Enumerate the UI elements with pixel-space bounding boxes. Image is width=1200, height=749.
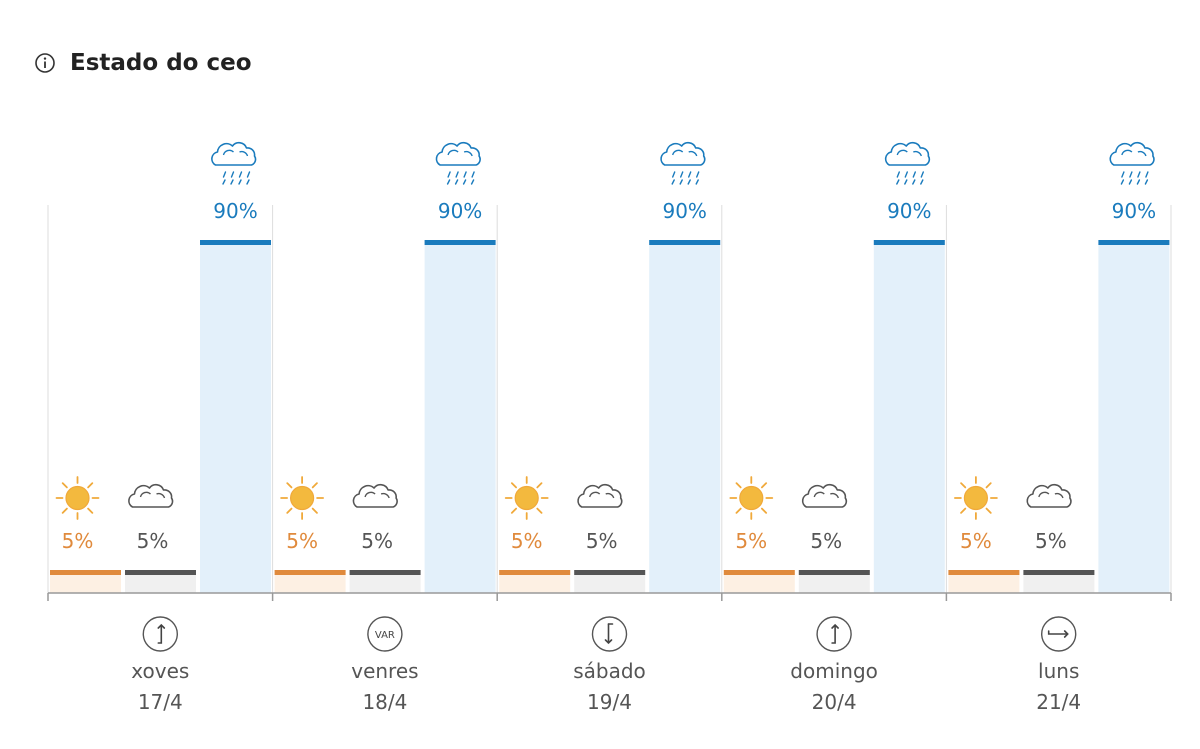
wind-arrow-north-icon [816,616,852,652]
bar-fill [574,570,646,593]
bar-top-line [873,240,945,245]
data-label: 5% [361,529,393,553]
bar-top-line [649,240,721,245]
data-label: 5% [511,529,543,553]
day-name-label: domingo [790,659,878,683]
data-label: 90% [213,199,257,223]
chart-header: Estado do ceo [34,46,252,80]
wind-variable-icon: VAR [367,616,403,652]
cloud-icon [801,483,848,508]
bar-top-line [798,570,870,575]
day-group-domingo: 5% 5% 90% [723,141,945,593]
day-name-label: xoves [131,659,189,683]
info-icon[interactable] [34,52,56,74]
day-date-label: 17/4 [138,690,183,714]
cloud-icon [577,483,623,508]
bar-top-line [125,570,196,575]
data-label: 90% [1112,199,1156,223]
chart-title: Estado do ceo [70,50,252,76]
bar-top-line [499,570,571,575]
bar-top-line [50,570,121,575]
bar-top-line [274,570,346,575]
bar-top-line [349,570,421,575]
day-date-label: 20/4 [812,690,857,714]
bar-fill [424,240,496,593]
bar-fill [1023,570,1095,593]
sun-icon [729,476,774,520]
sun-icon [55,476,100,520]
bar-fill [1098,240,1170,593]
wind-arrow-south-icon [591,616,628,652]
data-label: 5% [1035,529,1067,553]
day-group-venres: 5% 5% 90% [274,141,496,593]
day-group-sábado: 5% 5% 90% [499,141,721,593]
bar-fill [723,570,795,593]
data-label: 5% [62,529,94,553]
cloud-icon [128,483,174,508]
bar-top-line [424,240,496,245]
bar-top-line [948,570,1020,575]
rain-cloud-icon [884,141,931,185]
bar-fill [125,570,196,593]
bar-fill [948,570,1020,593]
day-date-label: 19/4 [587,690,632,714]
data-label: 5% [137,529,169,553]
data-label: 90% [438,199,482,223]
bar-fill [873,240,945,593]
day-group-luns: 5% 5% 90% [948,141,1170,593]
sun-icon [280,476,325,520]
sun-icon [504,476,549,520]
chart-frame [47,205,1172,593]
day-group-xoves: 5% 5% 90% [50,141,271,593]
x-axis [47,592,1172,601]
cloud-icon [352,483,398,508]
data-label: 5% [286,529,318,553]
bar-fill [274,570,346,593]
bar-fill [50,570,121,593]
wind-arrow-north-icon [142,616,179,652]
data-label: 5% [960,529,992,553]
bar-top-line [723,570,795,575]
data-label: 5% [586,529,618,553]
bar-fill [499,570,571,593]
data-label: 90% [662,199,706,223]
day-name-label: venres [351,659,418,683]
wind-variable-label: VAR [375,630,395,641]
day-name-label: sábado [573,659,646,683]
bar-fill [349,570,421,593]
rain-cloud-icon [211,141,257,185]
bar-fill [798,570,870,593]
data-label: 5% [735,529,767,553]
sun-icon [954,476,998,520]
data-label: 5% [810,529,842,553]
cloud-icon [1026,483,1072,508]
rain-cloud-icon [660,141,706,185]
rain-cloud-icon [435,141,481,185]
bar-top-line [574,570,646,575]
rain-cloud-icon [1109,141,1155,185]
day-date-label: 18/4 [362,690,407,714]
wind-arrow-east-icon [1040,616,1077,652]
data-label: 90% [887,199,931,223]
bar-fill [200,240,271,593]
bar-top-line [200,240,271,245]
bar-fill [649,240,721,593]
day-name-label: luns [1038,659,1079,683]
day-date-label: 21/4 [1036,690,1081,714]
bar-top-line [1098,240,1170,245]
bar-top-line [1023,570,1095,575]
